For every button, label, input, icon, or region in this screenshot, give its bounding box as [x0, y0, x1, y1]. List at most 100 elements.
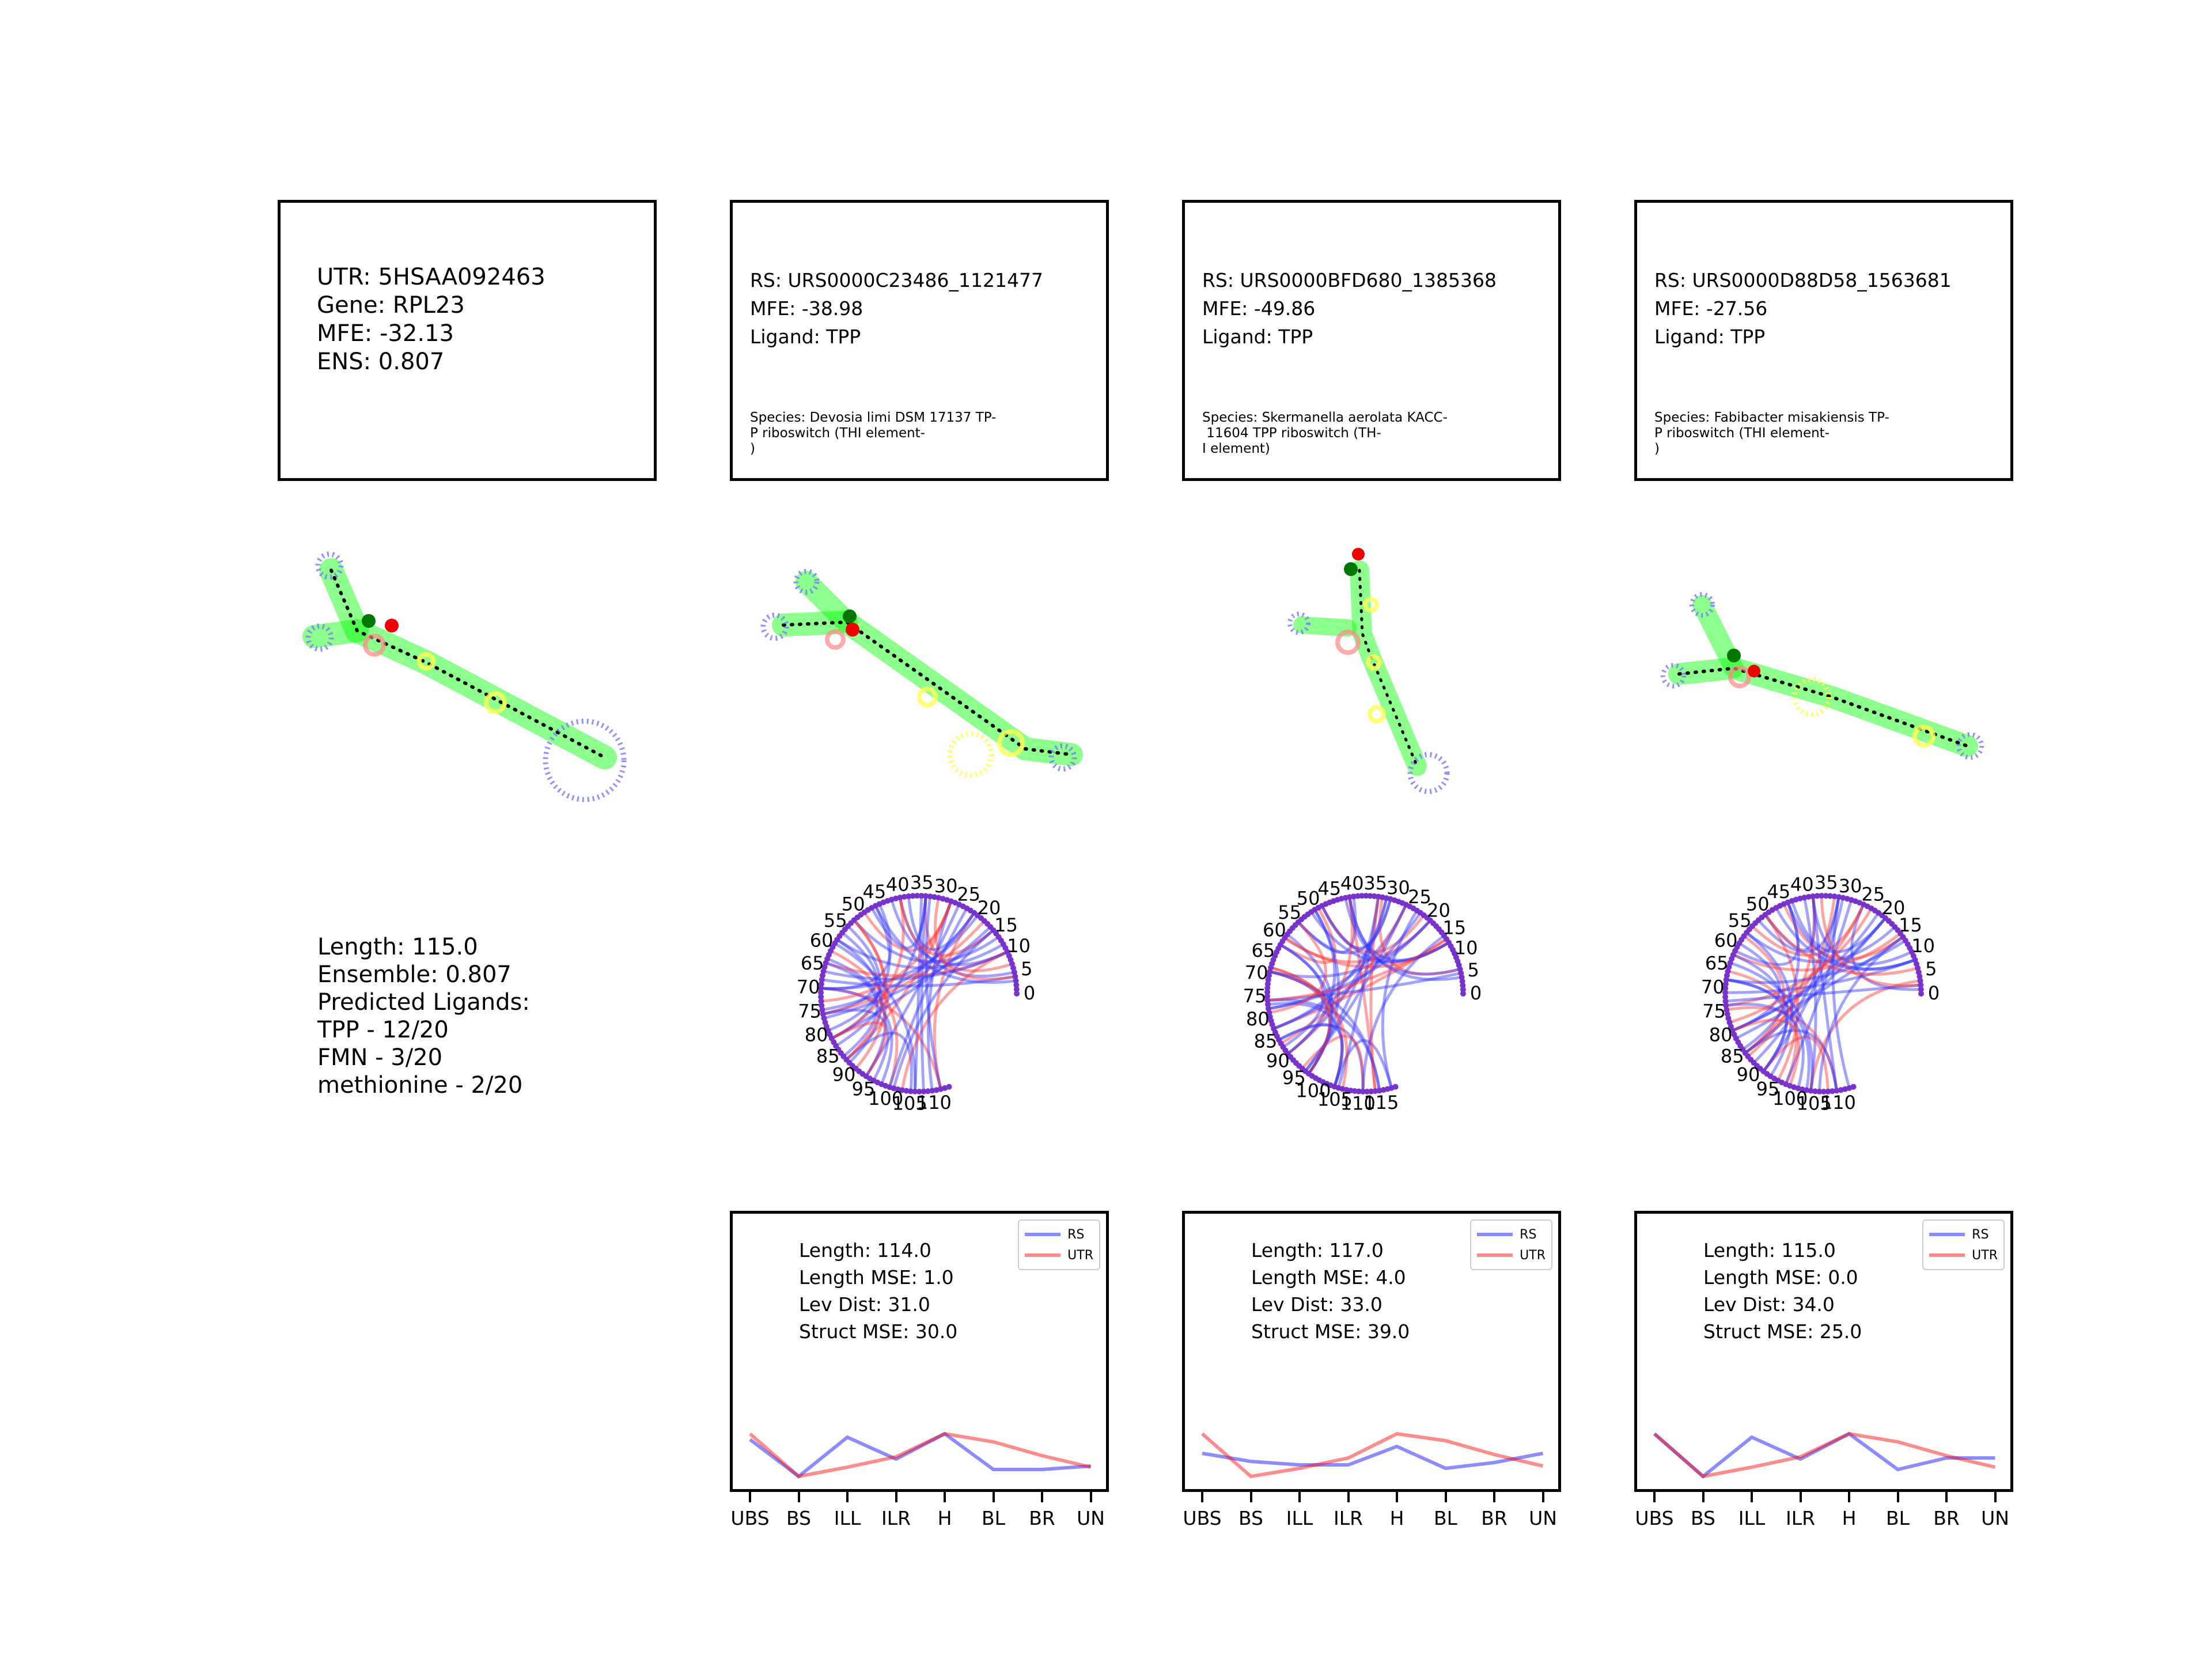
base-pair-chord [1273, 897, 1388, 1030]
nucleotide-dot [899, 1087, 906, 1093]
nucleotide-dot [925, 1088, 931, 1094]
rs2-info-panel: RS: URS0000BFD680_1385368 MFE: -49.86 Li… [1182, 200, 1561, 481]
position-label: 15 [1899, 914, 1922, 936]
base-pair-chord [1278, 1023, 1344, 1088]
nucleotide-dot [818, 998, 824, 1005]
rs-ligand-text: Ligand: TPP [1654, 325, 1766, 348]
position-label: 40 [1790, 874, 1814, 896]
base-pair-chord [1732, 1018, 1801, 1086]
base-pair-chord [1809, 979, 1921, 1091]
x-tick [1298, 1492, 1301, 1502]
position-label: 60 [1714, 930, 1738, 952]
base-pair-chord [1764, 914, 1918, 976]
x-tick-label: UN [1981, 1507, 2009, 1529]
legend-label: RS [1067, 1227, 1085, 1242]
metric-struct-mse: Struct MSE: 25.0 [1703, 1320, 1862, 1343]
metric-length-mse: Length MSE: 1.0 [799, 1266, 954, 1289]
base-pair-chord [913, 895, 923, 1092]
base-pair-chord [1734, 902, 1800, 966]
nucleotide-dot [918, 893, 925, 899]
base-pair-chord [1764, 914, 1800, 1081]
position-label: 70 [1245, 962, 1268, 984]
plot-lines [1201, 1431, 1544, 1479]
base-pair-chord [1725, 1002, 1805, 1089]
position-label: 5 [1925, 958, 1937, 980]
nucleotide-dot [1918, 982, 1924, 988]
base-pair-chord [1381, 910, 1418, 1089]
nucleotide-dot [1816, 1088, 1823, 1094]
nucleotide-dot [912, 1088, 918, 1094]
nucleotide-dot [910, 893, 916, 899]
legend-item-rs: RS [1929, 1224, 1998, 1245]
base-pair-chord [1762, 897, 1844, 1073]
position-label: 105 [892, 1092, 927, 1114]
metric-lev-dist: Lev Dist: 34.0 [1703, 1293, 1835, 1316]
x-tick-label: ILL [834, 1507, 861, 1529]
base-pair-chord [907, 896, 976, 951]
position-label: 105 [1317, 1089, 1353, 1111]
base-pair-chord [1310, 911, 1450, 964]
base-pair-chord [1744, 896, 1836, 1054]
base-pair-chord [870, 896, 927, 950]
position-label: 35 [910, 872, 934, 893]
base-pair-chord [831, 925, 881, 1040]
base-pair-chord [1732, 942, 1781, 1032]
position-label: 25 [1408, 886, 1431, 908]
base-pair-chord [1743, 935, 1786, 1054]
nucleotide-dot [935, 895, 942, 901]
base-pair-chord [1735, 935, 1904, 1040]
rs-ligand-text: Ligand: TPP [750, 325, 861, 348]
rs-species-line: Species: Skermanella aerolata KACC- [1202, 410, 1448, 425]
base-pair-chord [874, 905, 1016, 984]
x-tick-label: BL [1433, 1507, 1458, 1529]
nucleotide-dot [1917, 978, 1923, 984]
position-label: 65 [1705, 952, 1729, 974]
rs3-comparison-plot: Length: 115.0 Length MSE: 0.0 Lev Dist: … [1634, 1211, 2013, 1492]
position-label: 100 [1772, 1088, 1808, 1109]
base-pair-chord [1348, 896, 1377, 1092]
base-pair-chord [827, 957, 887, 1077]
nucleotide-dot [1722, 994, 1729, 1000]
nucleotide-dot [1804, 1087, 1810, 1093]
rs2-structure-icon [1287, 548, 1450, 794]
base-pair-chord [1307, 909, 1340, 1075]
nucleotide-dot [907, 1088, 914, 1094]
base-pair-chord [1320, 905, 1425, 954]
nucleotide-dot [1014, 991, 1020, 997]
base-pair-chord [863, 900, 953, 952]
position-label: 115 [1363, 1092, 1399, 1113]
rs-species-line: P riboswitch (THI element- [1654, 426, 1830, 441]
base-pair-chord [1811, 896, 1912, 966]
nucleotide-dot [1013, 986, 1020, 993]
position-label: 90 [832, 1063, 856, 1085]
nucleotide-dot [1812, 1088, 1818, 1094]
x-tick [846, 1492, 849, 1502]
base-pair-chord [1270, 966, 1344, 1088]
utr-structure-icon [302, 551, 627, 802]
position-label: 90 [1266, 1050, 1290, 1072]
position-label: 110 [1340, 1093, 1376, 1115]
base-pair-chord [1752, 896, 1840, 1064]
x-tick-label: UBS [1635, 1507, 1674, 1529]
base-pair-chord [1304, 896, 1380, 1073]
nucleotide-dot [1722, 990, 1729, 996]
nucleotide-dot [1392, 1084, 1399, 1090]
nucleotide-dot [921, 1088, 927, 1094]
nucleotide-dot [1264, 989, 1271, 995]
base-pair-chord [888, 907, 968, 1088]
base-pair-chord [836, 938, 883, 1064]
base-pair-chord [1333, 1039, 1393, 1089]
summary-line: methionine - 2/20 [317, 1072, 523, 1099]
base-pair-chord [1725, 907, 1873, 1007]
metric-length: Length: 115.0 [1703, 1239, 1836, 1262]
utr-line-swatch [1477, 1253, 1513, 1257]
nucleotide-dot [1834, 1088, 1840, 1094]
base-pair-chord [1283, 919, 1431, 964]
x-tick [1444, 1492, 1447, 1502]
base-pair-chord [1348, 896, 1450, 962]
base-pair-chord [1268, 921, 1328, 1014]
position-label: 5 [1468, 959, 1479, 981]
position-label: 55 [1278, 902, 1301, 923]
x-tick [1945, 1492, 1948, 1502]
rs1-comparison-plot: Length: 114.0 Length MSE: 1.0 Lev Dist: … [730, 1211, 1109, 1492]
